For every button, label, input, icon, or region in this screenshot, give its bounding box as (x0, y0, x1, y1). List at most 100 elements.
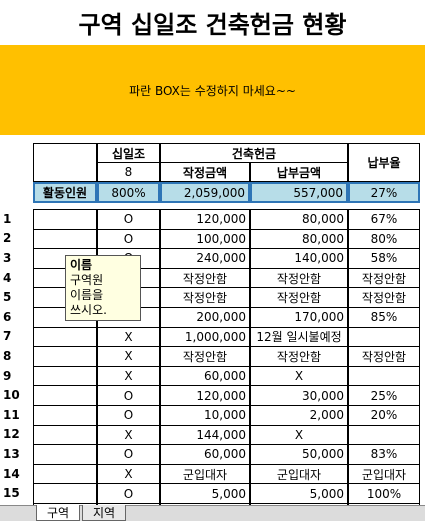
row-number: 15 (3, 486, 20, 501)
data-cell: X (97, 326, 160, 348)
summary-cell: 27% (348, 182, 420, 203)
row-number: 11 (3, 407, 20, 422)
data-cell: 작정안함 (160, 346, 250, 367)
name-cell (33, 463, 97, 485)
data-cell: 100% (348, 483, 420, 504)
data-cell: O (97, 444, 160, 465)
data-cell: X (97, 346, 160, 367)
name-cell (33, 326, 97, 348)
comment: 이름 구역원 이름을 쓰시오. (65, 255, 141, 321)
data-cell: X (97, 463, 160, 485)
comment-text: 이름을 (70, 288, 104, 302)
name-cell (33, 365, 97, 387)
notice: 파란 BOX는 수정하지 마세요~~ (0, 45, 425, 135)
data-cell: 80,000 (250, 209, 348, 230)
data-cell: 30,000 (250, 385, 348, 406)
data-cell: 20% (348, 405, 420, 426)
data-cell: 120,000 (160, 209, 250, 230)
data-cell (348, 424, 420, 446)
data-cell: 60,000 (160, 365, 250, 387)
data-cell: 작정안함 (250, 287, 348, 308)
row-number: 8 (3, 348, 12, 363)
data-cell: 170,000 (250, 307, 348, 328)
data-cell: 85% (348, 307, 420, 328)
name-cell (33, 444, 97, 465)
header-cell (33, 143, 97, 182)
row-number: 13 (3, 446, 20, 461)
data-cell: O (97, 405, 160, 426)
data-cell: 100,000 (160, 228, 250, 250)
data-cell: 작정안함 (160, 267, 250, 289)
header-cell: 십일조 (97, 143, 160, 163)
data-cell: 140,000 (250, 248, 348, 269)
summary-cell: 활동인원 (33, 182, 97, 203)
data-cell: 2,000 (250, 405, 348, 426)
row-number: 3 (3, 250, 12, 265)
row-number: 7 (3, 329, 12, 344)
data-cell: 58% (348, 248, 420, 269)
data-cell: 5,000 (250, 483, 348, 504)
data-cell: 240,000 (160, 248, 250, 269)
data-cell: O (97, 385, 160, 406)
data-cell: 83% (348, 444, 420, 465)
data-cell: 작정안함 (348, 346, 420, 367)
name-cell (33, 385, 97, 406)
data-cell: X (97, 365, 160, 387)
header-cell: 8 (97, 162, 160, 182)
data-cell: 10,000 (160, 405, 250, 426)
data-cell: 144,000 (160, 424, 250, 446)
data-cell: 작정안함 (348, 287, 420, 308)
data-cell: 작정안함 (250, 346, 348, 367)
comment-text: 이름 (70, 258, 93, 272)
header-cell: 작정금액 (160, 162, 250, 182)
data-cell (348, 326, 420, 348)
summary-cell: 800% (97, 182, 160, 203)
data-cell: X (250, 424, 348, 446)
name-cell (33, 346, 97, 367)
row-number: 14 (3, 466, 20, 481)
data-cell: 80% (348, 228, 420, 250)
summary-cell: 557,000 (250, 182, 348, 203)
data-cell: 60,000 (160, 444, 250, 465)
name-cell (33, 424, 97, 446)
data-cell (348, 365, 420, 387)
data-cell: 5,000 (160, 483, 250, 504)
sheet-tab[interactable]: 구역 (36, 505, 80, 521)
data-cell: X (250, 365, 348, 387)
row-number: 4 (3, 270, 12, 285)
data-cell: O (97, 209, 160, 230)
header-cell: 건축헌금 (160, 143, 348, 163)
data-cell: O (97, 483, 160, 504)
data-cell: 작정안함 (250, 267, 348, 289)
row-number: 2 (3, 231, 12, 246)
data-cell: X (97, 424, 160, 446)
row-number: 9 (3, 368, 12, 383)
data-cell: 군입대자 (250, 463, 348, 485)
row-number: 12 (3, 427, 20, 442)
comment-text: 구역원 (70, 273, 104, 287)
name-cell (33, 405, 97, 426)
header-cell: 납부금액 (250, 162, 348, 182)
data-cell: 작정안함 (348, 267, 420, 289)
data-cell: 25% (348, 385, 420, 406)
data-cell: O (97, 228, 160, 250)
name-cell (33, 483, 97, 504)
data-cell: 120,000 (160, 385, 250, 406)
name-cell (33, 209, 97, 230)
comment-text: 쓰시오. (70, 303, 107, 317)
sheet-tab[interactable]: 지역 (82, 505, 126, 521)
header-cell: 납부율 (348, 143, 420, 182)
row-number: 5 (3, 290, 12, 305)
title: 구역 십일조 건축헌금 현황 (78, 11, 347, 39)
summary-cell: 2,059,000 (160, 182, 250, 203)
data-cell: 군입대자 (348, 463, 420, 485)
row-number: 6 (3, 309, 12, 324)
data-cell: 군입대자 (160, 463, 250, 485)
data-cell: 작정안함 (160, 287, 250, 308)
data-cell: 80,000 (250, 228, 348, 250)
data-cell: 67% (348, 209, 420, 230)
data-cell: 1,000,000 (160, 326, 250, 348)
data-cell: 12월 일시불예정 (250, 326, 348, 348)
row-number: 10 (3, 388, 20, 403)
